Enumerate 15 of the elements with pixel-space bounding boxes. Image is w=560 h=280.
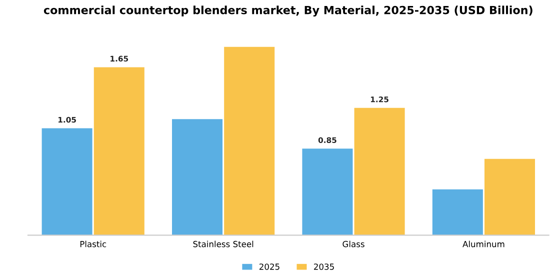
bar — [432, 189, 483, 236]
bar — [302, 148, 353, 236]
legend-label: 2025 — [259, 264, 280, 270]
legend-label: 2035 — [314, 264, 334, 270]
bar — [224, 46, 275, 236]
bar — [172, 119, 223, 236]
bar — [42, 128, 92, 236]
bar — [94, 67, 144, 236]
bar — [484, 158, 535, 236]
x-tick-label: Plastic — [80, 240, 106, 248]
x-tick-label: Glass — [342, 240, 364, 248]
x-tick-label: Aluminum — [462, 240, 504, 248]
chart-title: commercial countertop blenders market, By Material, 2025-2035 (USD Billion) — [44, 6, 532, 17]
bar — [354, 108, 405, 236]
x-tick-label: Stainless Steel — [193, 240, 254, 248]
